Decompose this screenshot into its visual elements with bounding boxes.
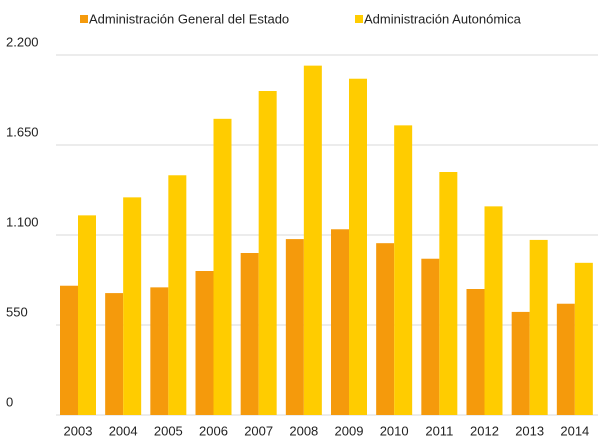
bar [78,215,96,415]
bar [466,289,485,415]
bar [439,172,458,415]
bar [168,175,187,415]
x-tick-label: 2005 [154,423,183,437]
legend-label: Administración General del Estado [89,11,289,26]
bar [240,253,259,415]
y-tick-label: 2.200 [6,34,39,49]
bar [150,287,169,415]
bar [421,258,440,415]
bar [123,197,142,415]
legend-swatch [355,15,363,23]
x-tick-label: 2013 [515,423,544,437]
bar [574,262,593,415]
legend-swatch [80,15,88,23]
x-tick-label: 2014 [560,423,589,437]
bar [484,206,503,415]
bar [511,311,530,415]
x-tick-label: 2004 [109,423,138,437]
bar [349,78,367,416]
bar [376,243,395,415]
x-tick-label: 2011 [425,423,453,437]
x-tick-label: 2007 [244,423,273,437]
y-tick-label: 0 [6,394,13,409]
x-tick-label: 2003 [64,423,93,437]
x-tick-label: 2010 [380,423,409,437]
bar [394,125,413,415]
bar [258,91,277,415]
bar [105,293,124,415]
bar [195,271,214,415]
y-tick-label: 1.650 [6,124,39,139]
y-tick-label: 1.100 [6,214,39,229]
x-tick-label: 2009 [335,423,364,437]
x-tick-label: 2008 [289,423,318,437]
legend-label: Administración Autonómica [364,11,522,26]
bar [331,229,349,415]
bar [303,65,322,416]
bar [60,285,78,415]
bar [285,239,304,415]
bar [213,118,232,416]
x-tick-label: 2012 [470,423,499,437]
x-tick-label: 2006 [199,423,228,437]
bar [529,239,548,415]
bar [556,303,575,415]
y-tick-label: 550 [6,304,28,319]
